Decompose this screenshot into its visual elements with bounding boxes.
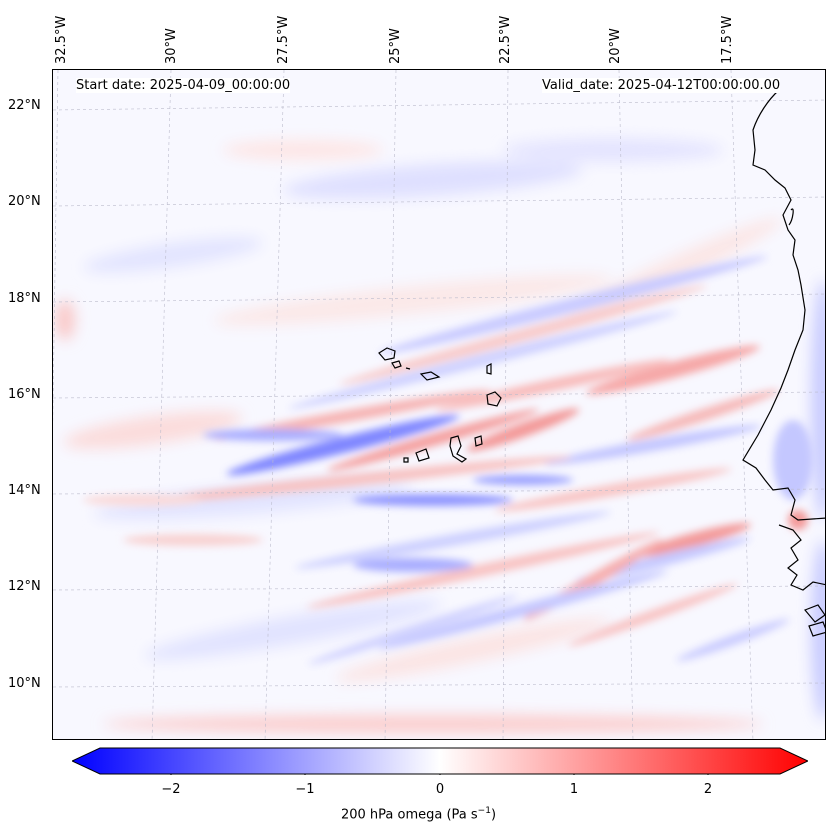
lat-label-14n: 14°N <box>8 483 41 498</box>
colorbar-label: 200 hPa omega (Pa s−1) <box>340 806 497 823</box>
omega-field-map <box>53 70 825 739</box>
lat-label-16n: 16°N <box>8 387 41 402</box>
lat-label-12n: 12°N <box>8 579 41 594</box>
brava-island <box>403 457 409 463</box>
lon-label-27-5w: 27.5°W <box>276 15 291 64</box>
lon-label-32-5w: 32.5°W <box>54 15 69 64</box>
colorbar-tick-neg1: −1 <box>295 782 315 797</box>
fogo-island <box>415 448 430 462</box>
bijagos-island-1 <box>804 604 825 623</box>
santa-luzia-island <box>405 367 411 370</box>
lon-label-25w: 25°W <box>388 28 403 64</box>
coast-south <box>778 524 825 591</box>
africa-coast <box>742 89 825 521</box>
sal-island <box>486 363 492 375</box>
colorbar-tick-2: 2 <box>703 782 713 797</box>
sao-vicente-island <box>391 360 402 369</box>
map-panel <box>52 69 826 740</box>
lon-label-17-5w: 17.5°W <box>720 15 735 64</box>
lat-label-20n: 20°N <box>8 194 41 209</box>
santiago-island <box>449 435 468 463</box>
colorbar-body <box>72 747 808 775</box>
colorbar-tick-0: 0 <box>435 782 445 797</box>
colorbar-ticks <box>170 774 709 775</box>
bijagos-island-2 <box>808 621 825 637</box>
maio-island <box>474 435 483 447</box>
lat-label-10n: 10°N <box>8 676 41 691</box>
lat-label-22n: 22°N <box>8 98 41 113</box>
colorbar-tick-neg2: −2 <box>161 782 181 797</box>
valid-date-label: Valid_date: 2025-04-12T00:00:00.00 <box>542 78 781 93</box>
colorbar-tick-1: 1 <box>569 782 579 797</box>
narrow-bands <box>83 256 813 665</box>
coast-inlet <box>788 208 794 226</box>
graticule <box>53 70 825 739</box>
sao-nicolau-island <box>419 371 441 381</box>
lon-label-20w: 20°W <box>608 28 623 64</box>
coastline <box>378 89 825 637</box>
boa-vista-island <box>486 391 502 407</box>
start-date-label: Start date: 2025-04-09_00:00:00 <box>76 78 291 93</box>
lat-label-18n: 18°N <box>8 291 41 306</box>
colorbar <box>72 747 808 775</box>
lon-label-30w: 30°W <box>164 28 179 64</box>
santo-antao-island <box>378 347 396 361</box>
lon-label-22-5w: 22.5°W <box>498 15 513 64</box>
